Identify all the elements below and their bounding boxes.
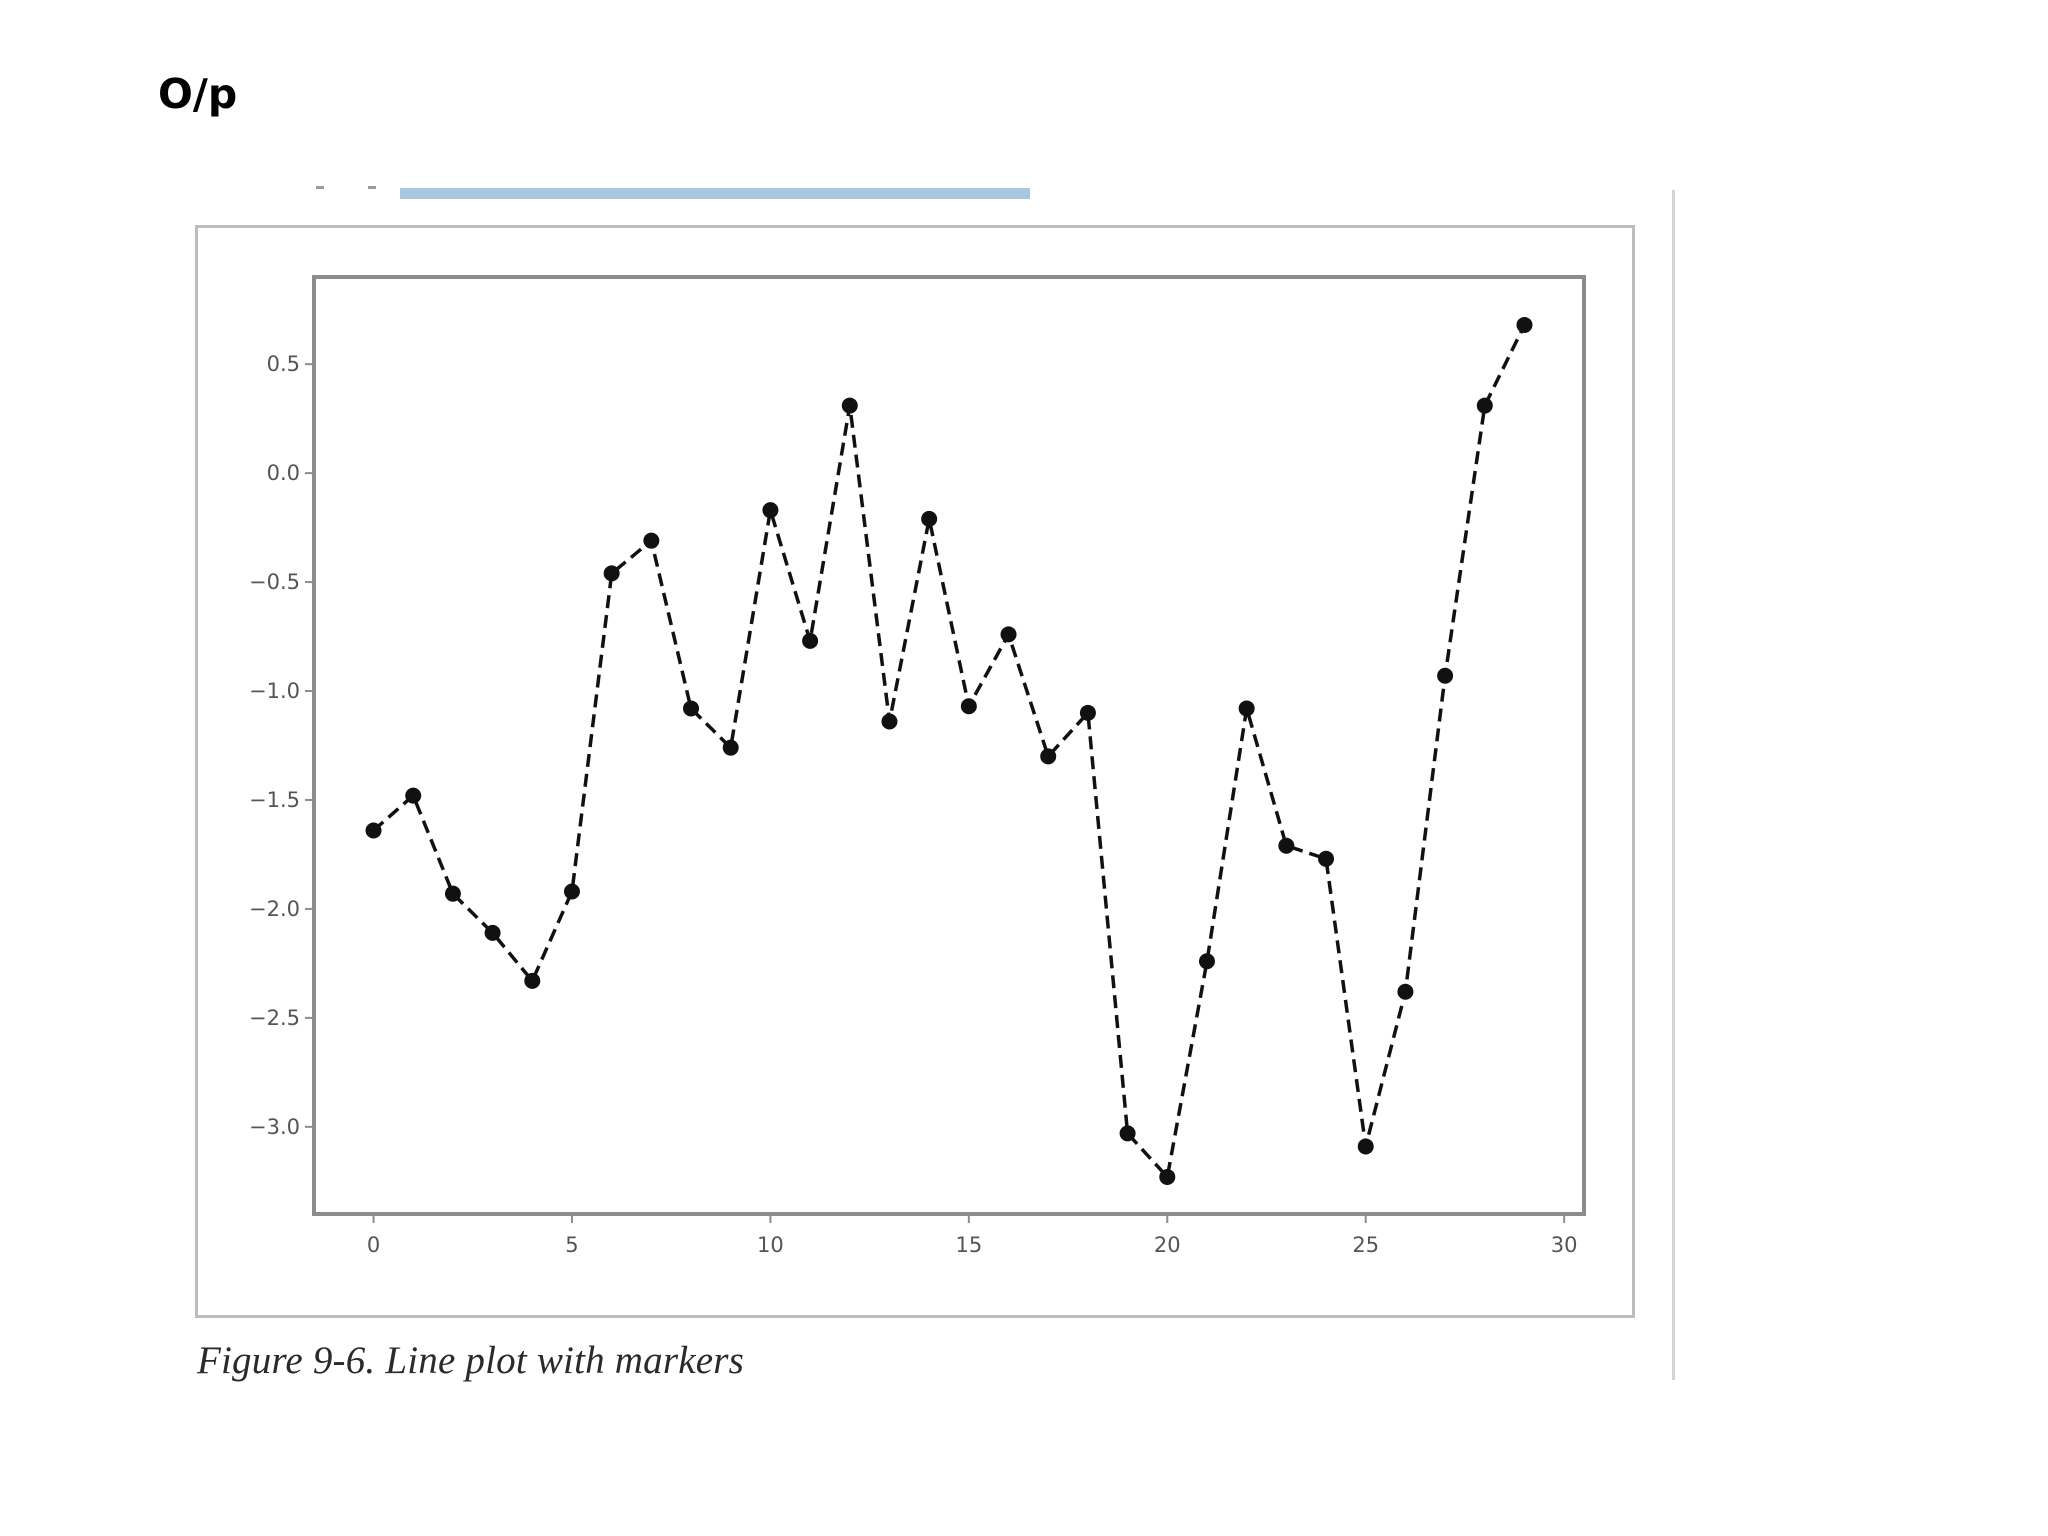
x-tick-label: 15 <box>955 1233 982 1257</box>
x-tick-label: 20 <box>1154 1233 1181 1257</box>
data-point <box>563 883 580 900</box>
data-point <box>1198 953 1215 970</box>
data-point <box>762 502 779 519</box>
data-point <box>444 885 461 902</box>
data-point <box>1159 1168 1176 1185</box>
data-point <box>1516 316 1533 333</box>
data-point <box>1278 837 1295 854</box>
data-point <box>841 397 858 414</box>
y-tick-label: −3.0 <box>249 1115 300 1139</box>
cropped-highlight-bar <box>400 188 1030 199</box>
data-point <box>365 822 382 839</box>
data-point <box>960 698 977 715</box>
y-tick-label: 0.0 <box>267 461 300 485</box>
data-point <box>524 972 541 989</box>
y-tick-label: −0.5 <box>249 570 300 594</box>
data-point <box>683 700 700 717</box>
series-line <box>372 324 1527 1181</box>
y-tick-label: −1.5 <box>249 788 300 812</box>
output-heading: O/p <box>158 70 238 118</box>
data-point <box>1397 983 1414 1000</box>
figure-caption: Figure 9-6. Line plot with markers <box>197 1339 744 1382</box>
data-point <box>484 924 501 941</box>
data-point <box>1318 850 1335 867</box>
y-tick-label: −2.0 <box>249 897 300 921</box>
cropped-toolbar-marks <box>316 186 376 192</box>
data-point <box>1000 626 1017 643</box>
y-axis: 0.5 0.0 −0.5 −1.0 −1.5 −2.0 −2.5 −3.0 <box>249 352 314 1139</box>
plot-area-frame <box>312 275 1586 1216</box>
series-markers <box>365 316 1533 1185</box>
data-point <box>1238 700 1255 717</box>
page-divider-line <box>1672 190 1675 1380</box>
x-tick-label: 30 <box>1551 1233 1578 1257</box>
data-point <box>1357 1138 1374 1155</box>
x-tick-label: 25 <box>1352 1233 1379 1257</box>
data-point <box>1079 704 1096 721</box>
data-point <box>802 632 819 649</box>
y-tick-label: −2.5 <box>249 1006 300 1030</box>
data-point <box>603 565 620 582</box>
data-point <box>881 713 898 730</box>
x-tick-label: 10 <box>757 1233 784 1257</box>
data-point <box>1119 1125 1136 1142</box>
data-point <box>1476 397 1493 414</box>
data-point <box>643 532 660 549</box>
data-point <box>921 510 938 527</box>
x-tick-label: 5 <box>565 1233 578 1257</box>
x-tick-label: 0 <box>367 1233 380 1257</box>
y-tick-label: −1.0 <box>249 679 300 703</box>
data-point <box>405 787 422 804</box>
figure-frame: 0.5 0.0 −0.5 −1.0 −1.5 −2.0 −2.5 −3.0 0 5 10 15 20 2… <box>195 225 1635 1318</box>
data-point <box>1437 667 1454 684</box>
data-point <box>1040 748 1057 765</box>
x-axis: 0 5 10 15 20 25 30 <box>367 1214 1578 1257</box>
data-point <box>722 739 739 756</box>
line-plot: 0.5 0.0 −0.5 −1.0 −1.5 −2.0 −2.5 −3.0 0 5 10 15 20 2… <box>249 275 1586 1257</box>
y-tick-label: 0.5 <box>267 352 300 376</box>
